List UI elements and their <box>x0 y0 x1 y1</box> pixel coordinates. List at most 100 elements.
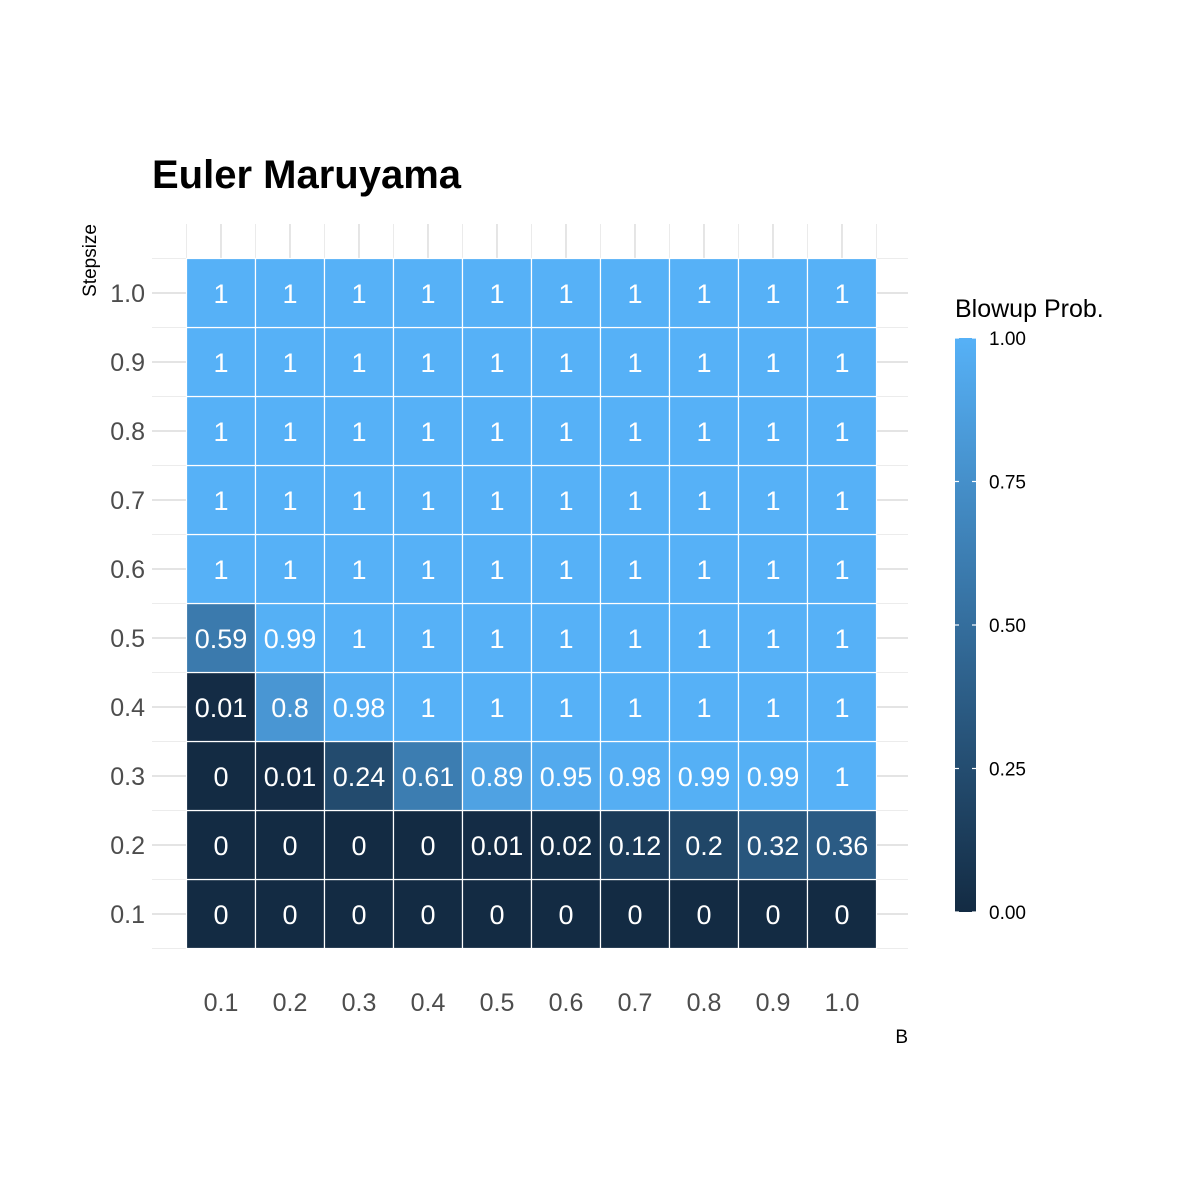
heatmap-cell <box>737 878 809 950</box>
heatmap-cell <box>461 671 533 743</box>
cell-value-label: 0 <box>420 831 435 861</box>
heatmap-cell <box>806 878 878 950</box>
heatmap-cell <box>806 395 878 467</box>
heatmap-cell <box>323 464 395 536</box>
cell-value-label: 1 <box>351 417 366 447</box>
heatmap-cell <box>392 740 464 812</box>
cell-value-label: 1 <box>627 279 642 309</box>
heatmap-cell <box>461 326 533 398</box>
cell-value-label: 0 <box>351 831 366 861</box>
legend-tick-label: 0.00 <box>989 903 1026 924</box>
heatmap-cell <box>668 257 740 329</box>
cell-value-label: 0 <box>282 900 297 930</box>
cell-value-label: 1 <box>420 693 435 723</box>
heatmap-cell <box>254 257 326 329</box>
heatmap-cell <box>530 740 602 812</box>
cell-value-label: 0 <box>282 831 297 861</box>
cell-value-label: 1 <box>420 417 435 447</box>
cell-value-label: 1 <box>558 417 573 447</box>
y-axis-title: Stepsize <box>80 224 101 297</box>
cell-value-label: 0.24 <box>333 762 386 792</box>
cell-value-label: 0 <box>489 900 504 930</box>
cell-value-label: 1 <box>213 417 228 447</box>
heatmap-cell <box>668 464 740 536</box>
y-tick-label: 0.8 <box>110 418 145 446</box>
x-tick-label: 0.4 <box>411 989 446 1017</box>
cell-value-label: 1 <box>420 279 435 309</box>
cell-value-label: 0.36 <box>816 831 869 861</box>
cell-value-label: 1 <box>213 279 228 309</box>
heatmap-cell <box>806 740 878 812</box>
cell-value-label: 1 <box>765 486 780 516</box>
cell-value-label: 1 <box>558 693 573 723</box>
heatmap-cell <box>806 326 878 398</box>
cell-value-label: 1 <box>351 486 366 516</box>
cell-value-label: 1 <box>765 555 780 585</box>
cell-value-label: 1 <box>834 555 849 585</box>
cell-value-label: 1 <box>489 348 504 378</box>
cell-value-label: 1 <box>834 624 849 654</box>
cell-value-label: 1 <box>696 279 711 309</box>
cell-value-label: 1 <box>765 693 780 723</box>
cell-value-label: 1 <box>420 486 435 516</box>
cell-value-label: 1 <box>627 417 642 447</box>
cell-value-label: 1 <box>351 624 366 654</box>
cell-value-label: 1 <box>558 348 573 378</box>
cell-value-label: 0.99 <box>747 762 800 792</box>
legend-tick-label: 0.25 <box>989 760 1026 781</box>
heatmap-cell <box>737 326 809 398</box>
cell-value-label: 1 <box>627 348 642 378</box>
cell-value-label: 1 <box>282 417 297 447</box>
heatmap-cell <box>323 809 395 881</box>
x-axis-title: B <box>895 1027 908 1048</box>
heatmap-cell <box>392 671 464 743</box>
cell-value-label: 1 <box>420 624 435 654</box>
heatmap-cell <box>392 257 464 329</box>
x-tick-label: 0.1 <box>204 989 239 1017</box>
heatmap-cell <box>806 533 878 605</box>
heatmap-cell <box>806 809 878 881</box>
heatmap-cell <box>254 464 326 536</box>
cell-value-label: 1 <box>765 348 780 378</box>
heatmap-cell <box>599 809 671 881</box>
legend-tick-label: 1.00 <box>989 329 1026 350</box>
chart-title: Euler Maruyama <box>152 153 462 197</box>
cell-value-label: 0.01 <box>471 831 524 861</box>
y-tick-label: 0.5 <box>110 625 145 653</box>
cell-value-label: 1 <box>696 417 711 447</box>
cell-value-label: 0.98 <box>609 762 662 792</box>
x-tick-label: 1.0 <box>825 989 860 1017</box>
cell-value-label: 1 <box>420 555 435 585</box>
cell-value-label: 0.99 <box>264 624 317 654</box>
heatmap-cell <box>323 533 395 605</box>
cell-value-label: 1 <box>558 279 573 309</box>
y-tick-label: 0.1 <box>110 901 145 929</box>
x-tick-label: 0.8 <box>687 989 722 1017</box>
cell-value-label: 1 <box>627 624 642 654</box>
x-tick-label: 0.7 <box>618 989 653 1017</box>
cell-value-label: 1 <box>765 279 780 309</box>
cell-value-label: 0.98 <box>333 693 386 723</box>
cell-value-label: 1 <box>834 279 849 309</box>
heatmap-cell <box>668 533 740 605</box>
cell-value-label: 1 <box>696 486 711 516</box>
cell-value-label: 1 <box>351 348 366 378</box>
x-tick-label: 0.2 <box>273 989 308 1017</box>
heatmap-cell <box>737 533 809 605</box>
cell-value-label: 1 <box>627 486 642 516</box>
legend: Blowup Prob. 0.00 0.25 0.50 0.75 1.00 <box>955 295 1104 924</box>
x-tick-label: 0.9 <box>756 989 791 1017</box>
cell-value-label: 1 <box>834 417 849 447</box>
heatmap-cell <box>254 878 326 950</box>
cell-value-label: 1 <box>489 624 504 654</box>
cell-value-label: 1 <box>213 555 228 585</box>
heatmap-cell <box>737 671 809 743</box>
cell-value-label: 0 <box>765 900 780 930</box>
cell-value-label: 0.2 <box>685 831 723 861</box>
cell-value-label: 1 <box>489 279 504 309</box>
heatmap-cell <box>185 395 257 467</box>
cell-value-label: 1 <box>282 348 297 378</box>
heatmap-cell <box>323 395 395 467</box>
heatmap-cell <box>185 533 257 605</box>
